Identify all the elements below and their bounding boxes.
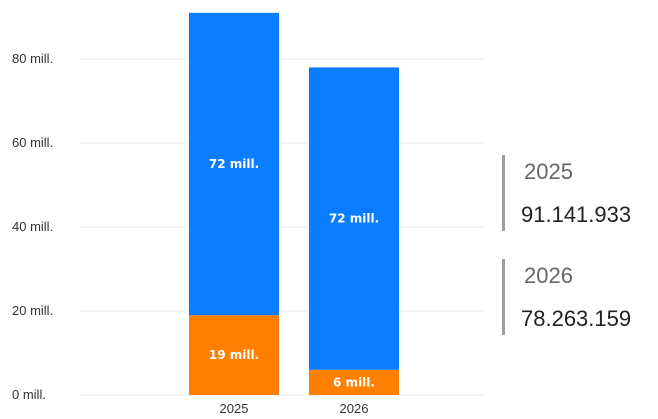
bar-value-label: 6 mill. [333, 375, 375, 389]
y-tick-label: 80 mill. [12, 51, 53, 66]
total-value: 78.263.159 [521, 306, 632, 331]
y-tick-label: 60 mill. [12, 135, 53, 150]
stacked-bar-chart: 0 mill.20 mill.40 mill.60 mill.80 mill. … [12, 12, 485, 416]
total-year: 2026 [524, 263, 573, 288]
bar-segment[interactable] [309, 67, 399, 370]
total-card-2025: 2025 91.141.933 [502, 155, 658, 231]
x-tick-label: 2026 [340, 401, 369, 416]
total-value: 91.141.933 [521, 202, 632, 227]
bars: 19 mill. 72 mill. 6 mill. 72 mill. [189, 12, 399, 395]
x-axis: 2025 2026 [220, 401, 369, 416]
y-axis: 0 mill. 20 mill. 40 mill. 60 mill. 80 mill. [12, 51, 53, 402]
y-tick-label: 20 mill. [12, 303, 53, 318]
bar-segment[interactable] [189, 12, 279, 316]
total-year: 2025 [524, 159, 573, 184]
bar-value-label: 19 mill. [209, 348, 259, 362]
total-card-2026: 2026 78.263.159 [502, 259, 658, 335]
x-tick-label: 2025 [220, 401, 249, 416]
bar-segment[interactable] [309, 369, 399, 395]
bar-segment[interactable] [189, 315, 279, 395]
bar-value-label: 72 mill. [329, 212, 379, 226]
bar-value-label: 72 mill. [209, 157, 259, 171]
y-tick-label: 0 mill. [12, 387, 46, 402]
y-tick-label: 40 mill. [12, 219, 53, 234]
gridlines [80, 58, 485, 396]
